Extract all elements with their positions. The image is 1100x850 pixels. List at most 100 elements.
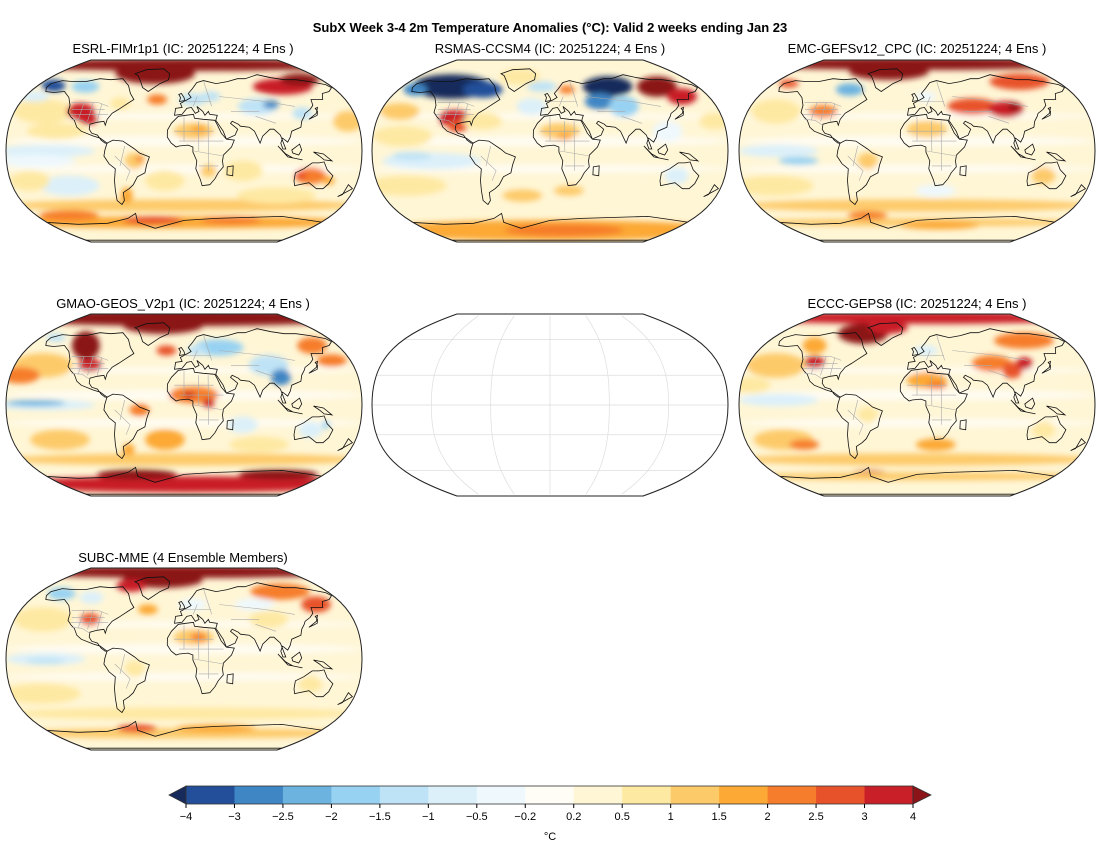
anomaly-blob: [41, 79, 66, 92]
borders: [70, 81, 295, 181]
anomaly-blob: [6, 453, 362, 466]
coastline-uk: [178, 93, 186, 103]
anomaly-blob: [30, 429, 90, 450]
anomaly-blob: [301, 596, 331, 613]
coastline-africa: [166, 621, 235, 695]
anomaly-blob: [298, 421, 323, 438]
colorbar-segment: [864, 786, 914, 804]
anomaly-blob: [739, 472, 1095, 481]
anomaly-blob: [899, 221, 980, 230]
anomaly-blob: [6, 672, 362, 681]
colorbar-tick-label: −2.5: [272, 811, 294, 823]
coastline-madagascar: [959, 165, 967, 177]
country-border: [87, 102, 94, 122]
colorbar-segment: [573, 786, 623, 804]
country-border: [810, 102, 818, 121]
coastline-greenland: [134, 68, 171, 92]
coastline-europe_asia: [907, 328, 1066, 404]
country-border: [71, 119, 90, 126]
anomaly-blob: [6, 568, 362, 578]
country-border: [847, 155, 864, 181]
anomaly-blob: [6, 399, 66, 407]
country-border: [437, 119, 456, 126]
anomaly-blob: [1016, 357, 1033, 370]
country-border: [71, 610, 109, 615]
anomaly-blob: [279, 73, 320, 86]
anomaly-blob: [6, 728, 362, 739]
coastline-greenland: [134, 322, 171, 346]
country-border: [114, 409, 131, 435]
anomaly-blob: [379, 103, 420, 120]
colorbar-tick-label: −1: [422, 811, 435, 823]
colorbar-segment: [234, 786, 284, 804]
coastline-japan: [308, 106, 319, 120]
anomaly-blob: [372, 175, 447, 196]
anomaly-blob: [6, 314, 362, 326]
colorbar-tick-label: 0.2: [566, 811, 581, 823]
anomaly-blob: [667, 88, 697, 105]
anomaly-blob: [129, 403, 150, 417]
anomaly-blob: [652, 120, 683, 142]
panel-title-emc: EMC-GEFSv12_CPC (IC: 20251224; 4 Ens ): [787, 41, 1047, 56]
anomaly-blob: [115, 63, 195, 84]
country-border: [119, 399, 125, 420]
coastline-samerica: [103, 139, 150, 206]
country-border: [77, 102, 85, 121]
map-frame: [371, 59, 729, 243]
anomaly-blob: [739, 175, 814, 196]
colorbar-segment: [622, 786, 672, 804]
country-border: [829, 103, 836, 122]
coastline-nz: [337, 184, 354, 197]
coastline-samerica: [103, 647, 150, 714]
coastline-europe_asia: [174, 582, 333, 658]
colorbar-segment: [767, 786, 817, 804]
map-mme: [5, 567, 363, 751]
country-border: [926, 404, 957, 411]
anomaly-blob: [553, 185, 584, 196]
country-border: [804, 119, 823, 126]
coastline-nz: [1070, 438, 1087, 451]
anomaly-blob: [297, 337, 327, 354]
anomaly-blob: [294, 171, 307, 180]
anomaly-blob: [26, 123, 87, 140]
anomaly-blob: [179, 93, 207, 106]
anomaly-blob: [80, 613, 100, 626]
country-border: [443, 102, 451, 121]
coastline-africa: [532, 113, 601, 187]
country-border: [71, 373, 90, 380]
borders: [70, 589, 295, 689]
country-border: [265, 355, 295, 361]
anomaly-blob: [333, 111, 362, 132]
anomaly-blob: [13, 607, 73, 632]
graticule-meridian: [490, 315, 515, 495]
map-esrl: [5, 59, 363, 243]
coastline-samerica: [103, 393, 150, 460]
country-border: [998, 355, 1028, 361]
country-border: [852, 399, 858, 420]
anomaly-blob: [6, 683, 81, 704]
anomaly-blob: [71, 331, 100, 360]
coastline-europe_asia: [907, 74, 1066, 150]
coastline-madagascar: [226, 165, 234, 177]
country-border: [96, 357, 103, 376]
coastline-newguinea: [1046, 405, 1067, 416]
anomaly-blob: [6, 476, 362, 493]
graticule: [372, 315, 728, 495]
figure-title: SubX Week 3-4 2m Temperature Anomalies (…: [312, 20, 788, 35]
coastline-namerica: [45, 78, 135, 144]
anomaly-field: [6, 60, 362, 229]
colorbar-segments: [168, 785, 932, 805]
anomaly-blob: [123, 317, 203, 334]
coastline-japan: [308, 360, 319, 374]
coastline-australia: [659, 161, 700, 190]
coastline-nz: [1070, 184, 1087, 197]
anomaly-field: [739, 314, 1095, 481]
anomaly-blob: [19, 91, 50, 102]
country-border: [203, 589, 212, 615]
anomaly-blob: [857, 152, 878, 170]
coastlines: [44, 576, 354, 749]
anomaly-blob: [9, 170, 50, 191]
anomaly-blob: [739, 453, 1095, 466]
anomaly-blob: [248, 611, 289, 628]
anomaly-blob: [137, 604, 158, 615]
